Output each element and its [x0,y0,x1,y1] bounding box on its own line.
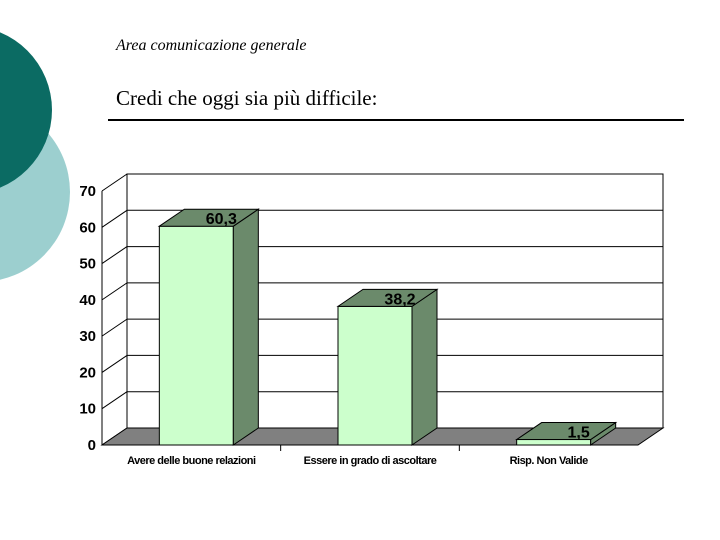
bar-1 [157,208,260,446]
x-category-label: Risp. Non Valide [510,455,589,467]
data-label: 38,2 [384,291,415,308]
side-wall-line [101,355,128,373]
y-tick-label: 30 [79,328,96,345]
bar-front-face [158,225,234,446]
y-tick-label: 70 [79,183,96,200]
bar-2 [336,288,439,446]
bar-front-face [337,305,413,446]
bar-3 [515,421,618,446]
x-category-label: Avere delle buone relazioni [127,455,256,467]
y-tick-label: 50 [79,256,96,273]
bar-top-face [515,422,618,441]
data-label: 60,3 [206,211,237,228]
side-wall-line [101,318,128,337]
data-label: 1,5 [568,425,590,442]
side-wall-line [101,173,128,192]
title-divider [108,119,684,121]
side-wall-line [101,246,128,264]
page-title: Credi che oggi sia più difficile: [116,86,378,110]
side-wall-line [101,209,128,228]
y-tick-label: 20 [79,364,96,381]
side-wall-line [101,282,128,301]
bar-top-face [157,208,260,227]
bar-top-face [336,288,439,307]
section-subtitle: Area comunicazione generale [116,37,307,54]
bar-side-face [232,208,259,446]
y-tick-label: 0 [88,437,96,454]
dark-circle-shape [0,32,52,188]
y-tick-label: 60 [79,219,96,236]
y-tick-label: 40 [79,292,96,309]
y-tick-label: 10 [79,401,96,418]
x-category-label: Essere in grado di ascoltare [304,455,437,467]
bar-side-face [411,288,438,446]
decorative-circles [0,32,70,280]
side-wall-line [101,391,128,410]
